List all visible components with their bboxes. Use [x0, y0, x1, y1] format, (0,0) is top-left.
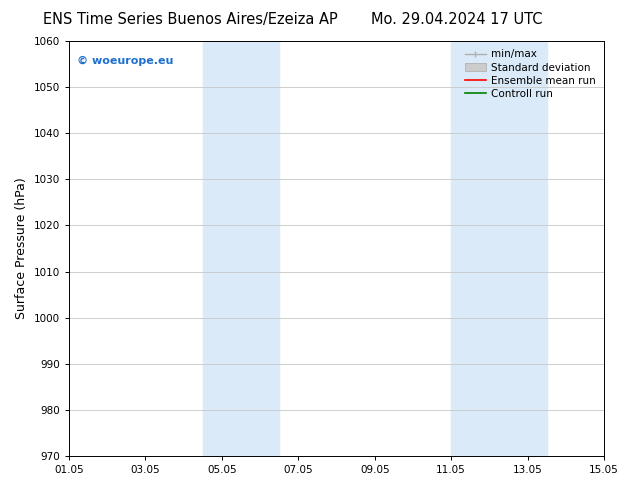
Bar [451, 41, 547, 456]
Y-axis label: Surface Pressure (hPa): Surface Pressure (hPa) [15, 178, 28, 319]
Legend: min/max, Standard deviation, Ensemble mean run, Controll run: min/max, Standard deviation, Ensemble me… [462, 46, 599, 102]
Text: ENS Time Series Buenos Aires/Ezeiza AP: ENS Time Series Buenos Aires/Ezeiza AP [43, 12, 337, 27]
Text: Mo. 29.04.2024 17 UTC: Mo. 29.04.2024 17 UTC [371, 12, 542, 27]
Bar [203, 41, 279, 456]
Text: © woeurope.eu: © woeurope.eu [77, 55, 173, 66]
